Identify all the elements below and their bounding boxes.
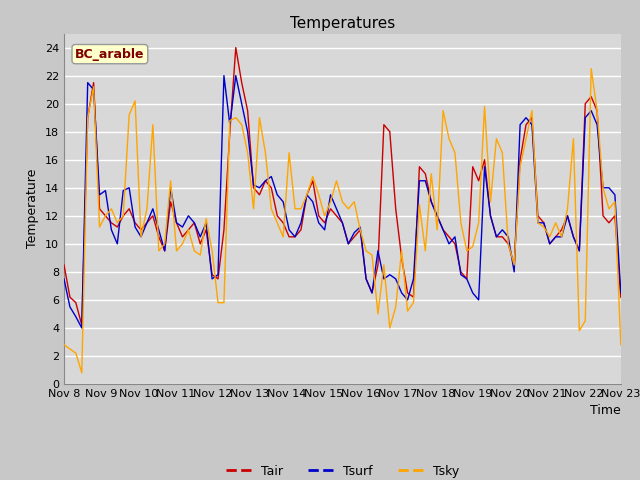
Title: Temperatures: Temperatures: [290, 16, 395, 31]
Legend: Tair, Tsurf, Tsky: Tair, Tsurf, Tsky: [221, 460, 464, 480]
X-axis label: Time: Time: [590, 405, 621, 418]
Text: BC_arable: BC_arable: [75, 48, 145, 60]
Y-axis label: Temperature: Temperature: [26, 169, 39, 249]
